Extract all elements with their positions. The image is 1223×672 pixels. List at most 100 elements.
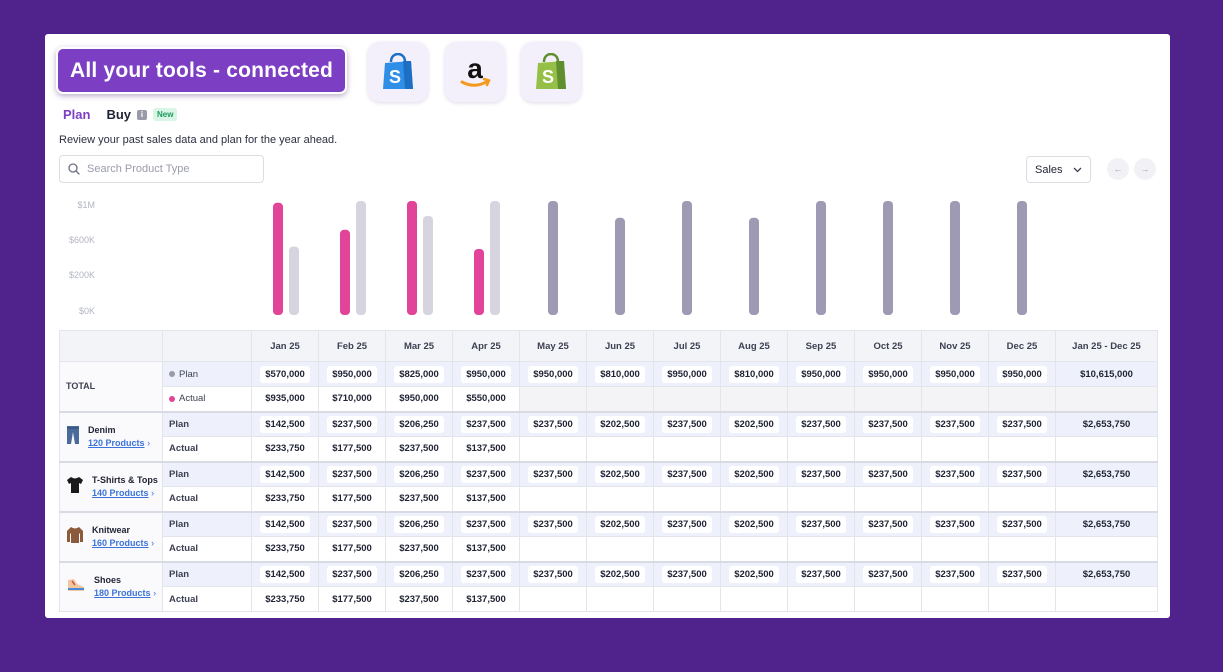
plan-value-cell[interactable]: $202,500 bbox=[586, 460, 654, 487]
plan-value-cell[interactable]: $237,500 bbox=[653, 460, 721, 487]
plan-value-cell[interactable]: $142,500 bbox=[251, 410, 319, 437]
plan-value-cell[interactable]: $237,500 bbox=[318, 510, 386, 537]
plan-value-cell[interactable]: $237,500 bbox=[787, 560, 855, 587]
tab-buy[interactable]: Buy bbox=[106, 107, 132, 122]
bar-plan[interactable] bbox=[289, 246, 299, 315]
plan-value-cell: $10,615,000 bbox=[1055, 361, 1158, 387]
plan-value-cell[interactable]: $237,500 bbox=[988, 410, 1056, 437]
plan-value-cell[interactable]: $206,250 bbox=[385, 510, 453, 537]
plan-value-cell[interactable]: $950,000 bbox=[988, 361, 1056, 387]
bar-plan[interactable] bbox=[423, 216, 433, 315]
plan-value-cell[interactable]: $202,500 bbox=[586, 510, 654, 537]
next-button[interactable]: → bbox=[1134, 158, 1156, 180]
sales-bar-chart: $1M $600K $200K $0K bbox=[69, 200, 1027, 316]
plan-value-cell[interactable]: $202,500 bbox=[720, 560, 788, 587]
plan-value-cell[interactable]: $810,000 bbox=[720, 361, 788, 387]
plan-value-cell[interactable]: $950,000 bbox=[787, 361, 855, 387]
plan-value-cell[interactable]: $237,500 bbox=[988, 460, 1056, 487]
plan-value-cell[interactable]: $237,500 bbox=[519, 410, 587, 437]
search-box[interactable] bbox=[59, 155, 264, 183]
plan-value-cell[interactable]: $237,500 bbox=[787, 460, 855, 487]
plan-value-cell[interactable]: $202,500 bbox=[586, 410, 654, 437]
plan-value-cell[interactable]: $237,500 bbox=[519, 560, 587, 587]
plan-value-cell[interactable]: $237,500 bbox=[452, 460, 520, 487]
plan-value-cell[interactable]: $950,000 bbox=[452, 361, 520, 387]
plan-value-cell[interactable]: $202,500 bbox=[720, 510, 788, 537]
bar-actual[interactable] bbox=[340, 229, 350, 315]
bar-plan[interactable] bbox=[883, 201, 893, 315]
plan-value-cell[interactable]: $206,250 bbox=[385, 410, 453, 437]
products-link[interactable]: 140 Products bbox=[92, 487, 149, 498]
plan-value-cell[interactable]: $237,500 bbox=[921, 510, 989, 537]
bar-actual[interactable] bbox=[474, 249, 484, 315]
plan-value-cell[interactable]: $950,000 bbox=[653, 361, 721, 387]
category-name: Shoes bbox=[94, 574, 122, 585]
plan-value-cell[interactable]: $237,500 bbox=[519, 510, 587, 537]
y-tick-label: $0K bbox=[79, 306, 95, 316]
products-link[interactable]: 120 Products bbox=[88, 437, 145, 448]
plan-value-cell[interactable]: $237,500 bbox=[653, 410, 721, 437]
plan-value-cell[interactable]: $570,000 bbox=[251, 361, 319, 387]
plan-value-cell[interactable]: $237,500 bbox=[787, 410, 855, 437]
plan-value-cell[interactable]: $237,500 bbox=[318, 560, 386, 587]
shopify-green-tile: S bbox=[521, 42, 581, 102]
plan-value-cell[interactable]: $237,500 bbox=[653, 510, 721, 537]
plan-value-cell[interactable]: $237,500 bbox=[854, 560, 922, 587]
bar-plan[interactable] bbox=[816, 201, 826, 315]
plan-value-cell[interactable]: $237,500 bbox=[854, 510, 922, 537]
plan-value-cell[interactable]: $237,500 bbox=[988, 560, 1056, 587]
plan-value-cell[interactable]: $237,500 bbox=[921, 410, 989, 437]
tab-plan[interactable]: Plan bbox=[63, 107, 91, 122]
info-icon[interactable]: i bbox=[137, 109, 148, 120]
category-cell: Shoes 180 Products › bbox=[59, 560, 163, 612]
plan-value-cell[interactable]: $950,000 bbox=[921, 361, 989, 387]
plan-value-cell[interactable]: $237,500 bbox=[318, 410, 386, 437]
actual-value-cell bbox=[988, 486, 1056, 512]
plan-value-cell[interactable]: $206,250 bbox=[385, 460, 453, 487]
search-input[interactable] bbox=[87, 163, 247, 175]
products-link[interactable]: 180 Products bbox=[94, 587, 151, 598]
bar-plan[interactable] bbox=[548, 201, 558, 315]
cell-value: $237,500 bbox=[930, 515, 980, 533]
bar-plan[interactable] bbox=[356, 201, 366, 315]
plan-value-cell[interactable]: $206,250 bbox=[385, 560, 453, 587]
plan-value-cell[interactable]: $237,500 bbox=[921, 560, 989, 587]
plan-value-cell[interactable]: $237,500 bbox=[787, 510, 855, 537]
plan-value-cell[interactable]: $142,500 bbox=[251, 510, 319, 537]
column-header: Aug 25 bbox=[720, 330, 788, 362]
plan-value-cell[interactable]: $950,000 bbox=[854, 361, 922, 387]
actual-value-cell bbox=[1055, 536, 1158, 562]
bar-plan[interactable] bbox=[1017, 201, 1027, 315]
bar-plan[interactable] bbox=[490, 201, 500, 315]
plan-value-cell[interactable]: $237,500 bbox=[452, 560, 520, 587]
cell-value: $237,500 bbox=[930, 415, 980, 433]
plan-value-cell[interactable]: $142,500 bbox=[251, 560, 319, 587]
bar-plan[interactable] bbox=[682, 201, 692, 315]
prev-button[interactable]: ← bbox=[1107, 158, 1129, 180]
products-link[interactable]: 160 Products bbox=[92, 537, 149, 548]
plan-value-cell[interactable]: $202,500 bbox=[720, 410, 788, 437]
cell-value: $237,500 bbox=[662, 415, 712, 433]
bar-actual[interactable] bbox=[407, 201, 417, 315]
bar-plan[interactable] bbox=[615, 217, 625, 315]
plan-value-cell[interactable]: $237,500 bbox=[519, 460, 587, 487]
plan-value-cell[interactable]: $810,000 bbox=[586, 361, 654, 387]
plan-value-cell[interactable]: $237,500 bbox=[921, 460, 989, 487]
plan-value-cell[interactable]: $950,000 bbox=[519, 361, 587, 387]
plan-value-cell[interactable]: $202,500 bbox=[720, 460, 788, 487]
plan-value-cell[interactable]: $237,500 bbox=[854, 460, 922, 487]
plan-value-cell[interactable]: $950,000 bbox=[318, 361, 386, 387]
plan-value-cell[interactable]: $237,500 bbox=[452, 410, 520, 437]
bar-plan[interactable] bbox=[950, 201, 960, 315]
plan-value-cell[interactable]: $142,500 bbox=[251, 460, 319, 487]
plan-value-cell[interactable]: $237,500 bbox=[452, 510, 520, 537]
plan-value-cell[interactable]: $825,000 bbox=[385, 361, 453, 387]
plan-value-cell[interactable]: $237,500 bbox=[318, 460, 386, 487]
plan-value-cell[interactable]: $237,500 bbox=[854, 410, 922, 437]
bar-plan[interactable] bbox=[749, 217, 759, 315]
plan-value-cell[interactable]: $202,500 bbox=[586, 560, 654, 587]
plan-value-cell[interactable]: $237,500 bbox=[988, 510, 1056, 537]
plan-value-cell[interactable]: $237,500 bbox=[653, 560, 721, 587]
bar-actual[interactable] bbox=[273, 202, 283, 315]
metric-select[interactable]: Sales bbox=[1026, 156, 1091, 183]
